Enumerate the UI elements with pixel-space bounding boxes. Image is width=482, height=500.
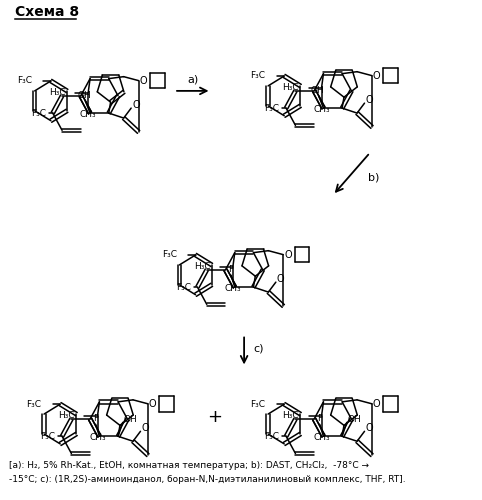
Text: O: O: [141, 424, 149, 434]
Text: -15°C; c): (1R,2S)-аминоинданол, боран-N,N-диэтиланилиновый комплекс, THF, RT].: -15°C; c): (1R,2S)-аминоинданол, боран-N…: [9, 474, 405, 484]
Text: F₃C: F₃C: [40, 432, 55, 441]
Text: F₃C: F₃C: [31, 108, 46, 118]
Text: O: O: [365, 424, 373, 434]
Text: F₃C: F₃C: [265, 104, 280, 112]
Text: O: O: [139, 76, 147, 86]
Text: F₃C: F₃C: [27, 400, 41, 408]
Text: Схема 8: Схема 8: [15, 6, 80, 20]
Text: O: O: [284, 250, 292, 260]
Text: F₃C: F₃C: [265, 432, 280, 441]
Text: OH: OH: [348, 415, 361, 424]
Text: F₃C: F₃C: [251, 400, 266, 408]
Text: H₃C: H₃C: [49, 88, 66, 97]
Text: F: F: [317, 414, 322, 423]
Text: H₃C: H₃C: [282, 412, 299, 420]
Text: a): a): [187, 75, 199, 85]
Text: b): b): [368, 172, 380, 182]
Text: CH₃: CH₃: [80, 110, 96, 119]
Text: +: +: [207, 408, 222, 426]
Text: O: O: [277, 274, 284, 284]
Text: O: O: [373, 70, 380, 81]
Text: CH₃: CH₃: [313, 433, 330, 442]
Text: O: O: [365, 95, 373, 105]
Text: F₃C: F₃C: [162, 250, 177, 260]
Text: F: F: [228, 264, 234, 274]
Text: CH₃: CH₃: [225, 284, 241, 293]
Text: O: O: [132, 100, 140, 110]
Text: H₃C: H₃C: [282, 83, 299, 92]
Text: OH: OH: [311, 86, 325, 94]
Text: CH₃: CH₃: [89, 433, 106, 442]
Text: F: F: [93, 414, 98, 423]
Text: c): c): [254, 344, 264, 353]
Text: O: O: [149, 399, 157, 409]
Text: CH₃: CH₃: [313, 105, 330, 114]
Text: F₃C: F₃C: [176, 282, 191, 292]
Text: O: O: [373, 399, 380, 409]
Text: OH: OH: [123, 415, 137, 424]
Text: OH: OH: [78, 90, 92, 100]
Text: H₃C: H₃C: [58, 412, 75, 420]
Text: H₃C: H₃C: [194, 262, 211, 271]
Text: F₃C: F₃C: [251, 72, 266, 80]
Text: [a): H₂, 5% Rh-Kat., EtOH, комнатная температура; b): DAST, CH₂Cl₂,  -78°C →: [a): H₂, 5% Rh-Kat., EtOH, комнатная тем…: [9, 461, 369, 470]
Text: F₃C: F₃C: [17, 76, 32, 86]
